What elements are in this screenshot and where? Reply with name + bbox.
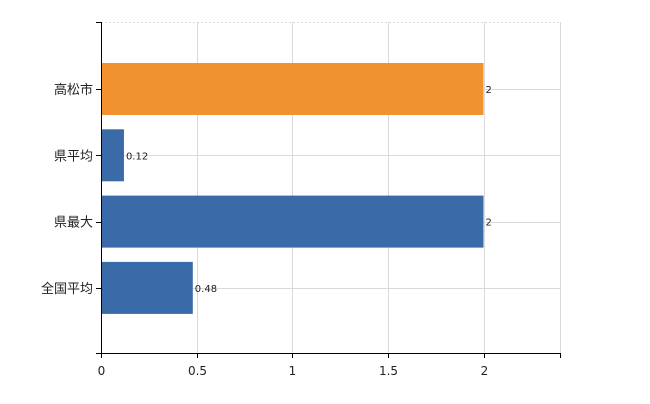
bar — [101, 261, 193, 314]
x-tick-label: 0.5 — [188, 364, 207, 378]
category-label: 高松市 — [54, 82, 93, 98]
x-tick-label: 1 — [289, 364, 297, 378]
category-label: 全国平均 — [41, 281, 93, 297]
bar — [101, 129, 124, 182]
x-tick-label: 2 — [481, 364, 489, 378]
data-label: 0.12 — [126, 151, 148, 162]
axis-layer — [96, 22, 561, 358]
x-tick-label: 1.5 — [379, 364, 398, 378]
data-label: 2 — [486, 85, 492, 96]
label-layer: 2 高松市 0.12 県平均 2 県最大 0.48 全国平均 0 0.5 1 1.5 2 — [41, 82, 492, 378]
category-label: 県最大 — [54, 216, 93, 231]
bar-layer — [101, 63, 484, 314]
data-label: 2 — [486, 218, 492, 229]
category-label: 県平均 — [54, 149, 93, 164]
bar — [101, 63, 484, 115]
bar — [101, 195, 484, 248]
data-label: 0.48 — [195, 284, 217, 295]
x-tick-label: 0 — [98, 364, 106, 378]
